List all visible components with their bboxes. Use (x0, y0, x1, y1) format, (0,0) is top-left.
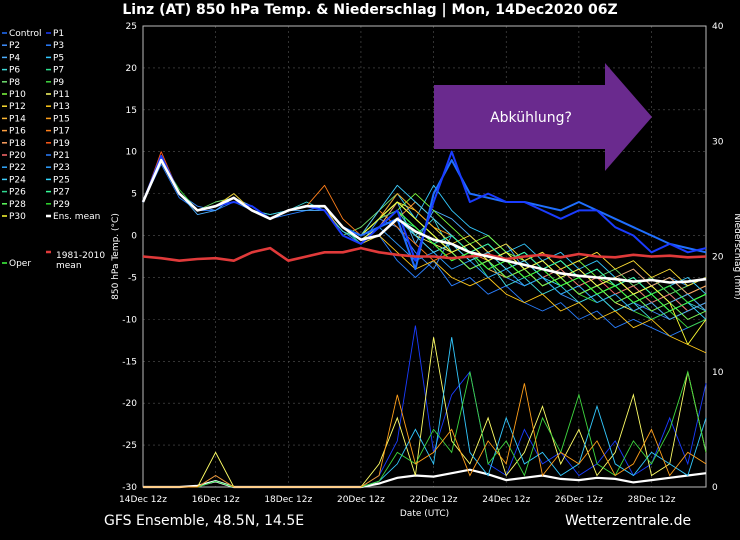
legend-label: P3 (53, 41, 64, 51)
y2-tick-label: 20 (712, 253, 724, 263)
y-tick-label: 25 (126, 22, 137, 32)
y-tick-label: 5 (131, 190, 137, 200)
legend: Control P1 P2 P3 P4 P5 P6 P7 P8 P9 P10 P11 P12 P13 P14… (2, 29, 105, 271)
x-tick-label: 20Dec 12z (337, 495, 385, 505)
y2-tick-label: 10 (712, 368, 724, 378)
x-tick-label: 28Dec 12z (628, 495, 676, 505)
legend-label: P27 (53, 188, 70, 198)
x-tick-label: 24Dec 12z (482, 495, 530, 505)
legend-label: P14 (9, 114, 26, 124)
temp-line-1981-2010-mean (142, 246, 707, 263)
y-tick-label: -15 (122, 357, 137, 367)
legend-label: P19 (53, 139, 70, 149)
y-tick-label: 20 (126, 64, 138, 74)
temp-line-p13 (142, 159, 707, 354)
legend-label: P29 (53, 200, 70, 210)
temp-line-p1 (142, 150, 707, 262)
x-tick-label: 18Dec 12z (264, 495, 312, 505)
legend-label: P15 (53, 114, 70, 124)
x-tick-label: 26Dec 12z (555, 495, 603, 505)
legend-label: P4 (9, 53, 20, 63)
y2-tick-label: 30 (712, 137, 724, 147)
legend-label: P9 (53, 78, 64, 88)
y-tick-label: -5 (128, 273, 137, 283)
chart-title: Linz (AT) 850 hPa Temp. & Niederschlag |… (122, 2, 618, 18)
legend-label: P25 (53, 175, 70, 185)
source-credit: Wetterzentrale.de (565, 513, 692, 529)
x-tick-label: 16Dec 12z (192, 495, 240, 505)
legend-label: P5 (53, 53, 64, 63)
legend-label: 1981-2010 (56, 251, 105, 261)
legend-label: P10 (9, 90, 26, 100)
y-tick-label: -30 (122, 483, 137, 493)
y-tick-label: -20 (122, 399, 137, 409)
legend-label: P2 (9, 41, 20, 51)
precip-series (143, 325, 707, 489)
y2-tick-label: 40 (712, 22, 724, 32)
y-tick-label: -25 (122, 441, 137, 451)
y-axis-label: 850 hPa Temp. (°C) (111, 213, 121, 300)
x-tick-label: 14Dec 12z (119, 495, 167, 505)
legend-label: P30 (9, 212, 26, 222)
y2-tick-label: 0 (712, 483, 718, 493)
legend-label: P26 (9, 188, 26, 198)
legend-label: P13 (53, 102, 70, 112)
precip-line-ens-mean (143, 468, 707, 489)
model-info: GFS Ensemble, 48.5N, 14.5E (104, 513, 305, 529)
legend-label: P11 (53, 90, 70, 100)
legend-label: mean (56, 261, 82, 271)
annotation-label: Abkühlung? (490, 110, 572, 126)
y-tick-label: 0 (131, 232, 137, 242)
temperature-series (141, 150, 707, 354)
temp-line-p3 (142, 163, 707, 337)
temp-line-ens-mean (141, 158, 707, 284)
annotation-arrow: Abkühlung? (434, 63, 652, 171)
temp-line-p11 (142, 159, 707, 320)
legend-label: P18 (9, 139, 26, 149)
y-tick-label: 15 (126, 106, 137, 116)
precip-line-p15 (143, 383, 707, 488)
legend-label: P7 (53, 66, 64, 76)
legend-label: P8 (9, 78, 20, 88)
temp-line-p12 (142, 159, 707, 287)
y-tick-label: -10 (122, 315, 137, 325)
precip-line-p11 (143, 337, 707, 488)
arrow-shape (434, 63, 652, 171)
y2-axis-label: Niederschlag (mm) (732, 213, 740, 299)
legend-label: P1 (53, 29, 64, 39)
legend-label: Oper (9, 259, 31, 269)
legend-label: Ens. mean (53, 212, 100, 222)
legend-label: P12 (9, 102, 26, 112)
x-tick-label: 22Dec 12z (410, 495, 458, 505)
legend-label: P20 (9, 151, 26, 161)
legend-label: P17 (53, 127, 70, 137)
legend-label: P28 (9, 200, 26, 210)
legend-label: P6 (9, 66, 20, 76)
legend-label: P21 (53, 151, 70, 161)
legend-label: P16 (9, 127, 26, 137)
precip-line-p5 (143, 337, 707, 488)
y-tick-label: 10 (126, 148, 138, 158)
legend-label: P22 (9, 163, 26, 173)
legend-label: Control (9, 29, 42, 39)
legend-label: P23 (53, 163, 70, 173)
legend-label: P24 (9, 175, 26, 185)
x-axis-label: Date (UTC) (400, 509, 449, 519)
